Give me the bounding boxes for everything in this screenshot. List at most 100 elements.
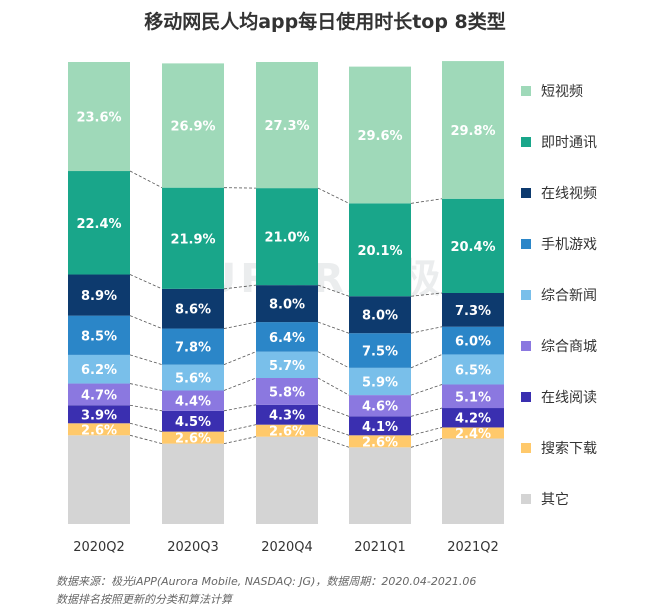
bar-segment — [162, 187, 224, 289]
connector-line — [410, 427, 443, 436]
bar-segment — [68, 405, 130, 424]
x-tick-label: 2021Q1 — [354, 540, 406, 555]
legend-label: 手机游戏 — [541, 237, 597, 253]
connector-line — [317, 187, 350, 204]
data-label: 7.5% — [362, 345, 398, 360]
connector-line — [317, 284, 350, 297]
bar-segment — [442, 427, 504, 439]
footnote-source: 数据来源：极光iAPP(Aurora Mobile, NASDAQ: JG)，数… — [56, 575, 476, 588]
bar-segment — [68, 62, 130, 172]
connector-line — [223, 284, 257, 290]
data-label: 4.2% — [455, 412, 491, 427]
connector-line — [129, 422, 163, 432]
connector-line — [223, 404, 257, 412]
connector-line — [129, 354, 163, 365]
connector-line — [317, 321, 350, 334]
bar-segment — [349, 447, 411, 524]
data-label: 21.0% — [264, 231, 309, 246]
data-label: 8.5% — [81, 329, 117, 344]
legend-label: 即时通讯 — [541, 135, 597, 151]
x-tick-label: 2021Q2 — [447, 540, 499, 555]
connector-line — [410, 326, 443, 334]
legend-swatch — [521, 137, 531, 147]
bar-segment — [349, 296, 411, 334]
data-label: 21.9% — [170, 232, 215, 247]
legend-swatch — [521, 392, 531, 402]
legend-swatch — [521, 341, 531, 351]
connector-line — [410, 407, 443, 417]
legend-swatch — [521, 494, 531, 504]
legend-swatch — [521, 443, 531, 453]
bar-segment — [162, 431, 224, 444]
legend-swatch — [521, 188, 531, 198]
connector-line — [129, 274, 163, 290]
connector-line — [129, 434, 163, 444]
legend-label: 搜索下载 — [541, 440, 597, 457]
legend-label: 综合商城 — [541, 339, 597, 355]
data-label: 20.1% — [357, 244, 402, 259]
footnote-method: 数据排名按照更新的分类和算法计算 — [56, 593, 234, 606]
x-tick-label: 2020Q4 — [261, 540, 313, 555]
data-label: 2.6% — [362, 435, 398, 450]
data-label: 2.6% — [269, 425, 305, 440]
bar-segment — [442, 408, 504, 428]
data-label: 3.9% — [81, 408, 117, 423]
data-label: 29.6% — [357, 129, 402, 144]
connector-line — [223, 377, 257, 391]
bar-segment — [349, 203, 411, 297]
bar-segment — [162, 443, 224, 524]
data-label: 8.0% — [269, 298, 305, 313]
data-label: 4.3% — [269, 409, 305, 424]
bar-segment — [162, 328, 224, 365]
connector-lines — [129, 170, 443, 448]
connector-line — [317, 351, 350, 369]
data-label: 6.5% — [455, 363, 491, 378]
bar-segment — [162, 390, 224, 411]
bar-segment — [442, 61, 504, 199]
chart-title: 移动网民人均app每日使用时长top 8类型 — [144, 10, 506, 33]
bar-segment — [442, 293, 504, 327]
data-label: 2.4% — [455, 427, 491, 442]
data-label: 6.2% — [81, 363, 117, 378]
connector-line — [410, 292, 443, 297]
data-label: 4.6% — [362, 400, 398, 415]
data-label: 2.6% — [81, 423, 117, 438]
legend-label: 在线阅读 — [541, 389, 597, 406]
bar-segment — [68, 274, 130, 316]
legend-label: 综合新闻 — [541, 288, 597, 304]
bar-segment — [162, 410, 224, 432]
data-label: 8.9% — [81, 289, 117, 304]
connector-line — [129, 383, 163, 391]
bar-segment — [442, 354, 504, 385]
connector-line — [223, 424, 257, 432]
bar-segment — [442, 198, 504, 293]
data-label: 5.1% — [455, 390, 491, 405]
connector-line — [317, 436, 350, 448]
legend-label: 其它 — [541, 491, 569, 508]
connector-line — [410, 384, 443, 396]
connector-line — [410, 438, 443, 448]
data-label: 2.6% — [175, 432, 211, 447]
data-label: 23.6% — [76, 111, 121, 126]
data-label: 27.3% — [264, 119, 309, 134]
legend-label: 短视频 — [541, 84, 583, 100]
bars-group: 2.6%3.9%4.7%6.2%8.5%8.9%22.4%23.6%2.6%4.… — [68, 61, 504, 524]
data-label: 29.8% — [450, 124, 495, 139]
legend-swatch — [521, 239, 531, 249]
bar-segment — [349, 66, 411, 204]
bar-segment — [162, 63, 224, 188]
bar-segment — [162, 288, 224, 329]
x-tick-label: 2020Q2 — [73, 540, 125, 555]
data-label: 22.4% — [76, 217, 121, 232]
bar-segment — [442, 326, 504, 355]
connector-line — [129, 404, 163, 412]
x-tick-label: 2020Q3 — [167, 540, 219, 555]
data-label: 5.8% — [269, 385, 305, 400]
bar-segment — [256, 404, 318, 425]
data-label: 8.6% — [175, 303, 211, 318]
data-label: 5.6% — [175, 372, 211, 387]
data-label: 7.8% — [175, 341, 211, 356]
connector-line — [317, 377, 350, 396]
